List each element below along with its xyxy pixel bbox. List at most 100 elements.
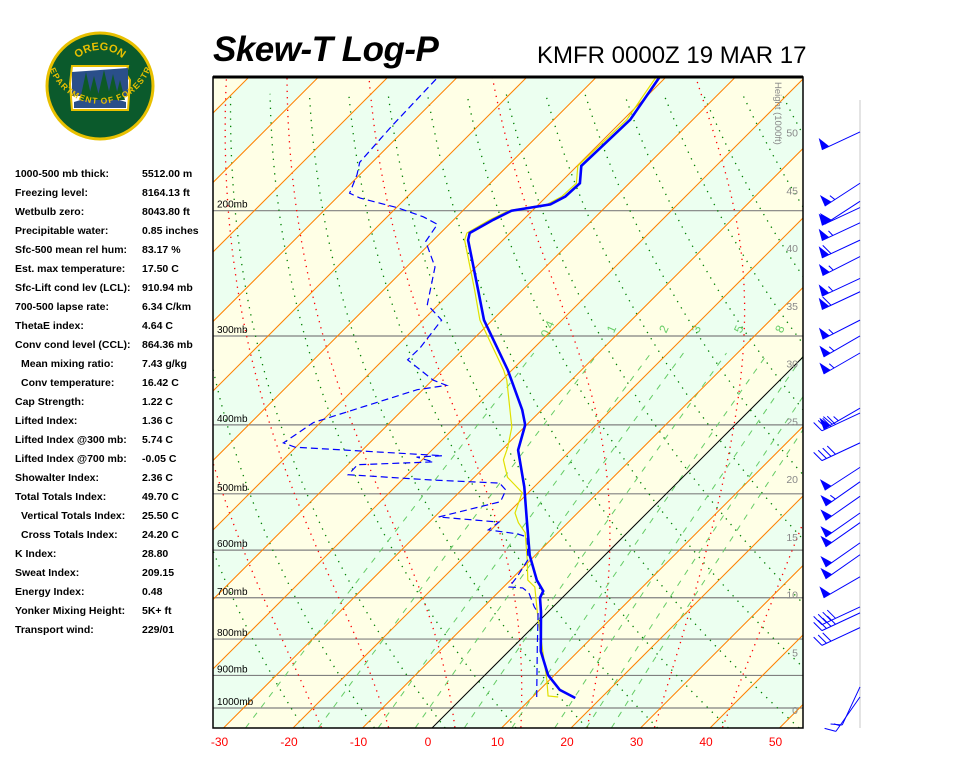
- svg-text:OREGON: OREGON: [72, 41, 127, 61]
- wind-pennant: [820, 526, 833, 538]
- dry-adiabat-line: [269, 93, 517, 728]
- wind-staff: [821, 606, 861, 626]
- pressure-label: 500mb: [217, 483, 248, 494]
- wind-pennant: [819, 586, 831, 598]
- index-value: 17.50 C: [142, 263, 179, 275]
- wind-pennant: [820, 567, 833, 579]
- index-value: 49.70 C: [142, 491, 179, 503]
- wind-full-barb: [813, 616, 823, 626]
- wind-pennant: [820, 556, 833, 567]
- wind-half-barb: [833, 416, 839, 422]
- dewpoint-trace: [282, 77, 539, 698]
- height-tick-label: 30: [786, 359, 798, 371]
- temperature-tick-label: 20: [560, 735, 574, 749]
- logo-top-text: OREGON: [72, 41, 127, 61]
- wind-barb: [818, 256, 861, 277]
- index-row: Lifted Index @300 mb: 5.74 C: [15, 434, 215, 453]
- wind-staff: [825, 522, 861, 548]
- index-label: Cap Strength:: [15, 396, 85, 408]
- isotherm-line: [570, 495, 803, 728]
- index-row: Precipitable water: 0.85 inches: [15, 225, 215, 244]
- index-row: Total Totals Index: 49.70 C: [15, 491, 215, 510]
- index-row: Vertical Totals Index: 25.50 C: [15, 510, 215, 529]
- isotherm-line: [213, 78, 803, 670]
- wind-barb: [820, 495, 861, 521]
- temperature-band: [640, 565, 803, 728]
- mixing-ratio-label: 8: [772, 323, 788, 335]
- wind-staff: [825, 481, 861, 507]
- mixing-ratio-label: 2: [656, 323, 672, 335]
- wind-barb: [813, 606, 861, 626]
- isotherm-line: [292, 217, 803, 728]
- index-row: Lifted Index: 1.36 C: [15, 415, 215, 434]
- index-value: 1.22 C: [142, 396, 173, 408]
- index-value: 25.50 C: [142, 510, 179, 522]
- index-row: Conv temperature: 16.42 C: [15, 377, 215, 396]
- axes-layer: 1000mb 900mb 800mb 700mb 600mb 500mb 400mb 300m…: [211, 75, 861, 749]
- wind-pennant: [820, 509, 833, 521]
- dry-adiabat-line: [821, 94, 960, 728]
- wind-barb: [813, 612, 861, 632]
- wind-pennant: [819, 345, 831, 357]
- index-value: 8164.13 ft: [142, 187, 190, 199]
- wind-staff: [824, 182, 861, 207]
- temperature-tick-label: -20: [280, 735, 298, 749]
- wind-pennant: [818, 138, 830, 150]
- wind-full-barb: [813, 451, 823, 461]
- wind-staff: [821, 291, 861, 310]
- wind-full-barb: [813, 636, 823, 646]
- index-value: 2.36 C: [142, 472, 173, 484]
- tree-icon: [80, 70, 125, 100]
- index-value: 209.15: [142, 567, 175, 579]
- index-label: Precipitable water:: [15, 225, 109, 237]
- dry-adiabat-line: [741, 93, 803, 209]
- wind-full-barb: [817, 619, 827, 629]
- index-label: Showalter Index:: [15, 472, 100, 484]
- isotherm-line: [709, 634, 803, 728]
- height-tick-label: 0: [792, 705, 798, 717]
- index-label: K Index:: [15, 548, 57, 560]
- index-value: 5.74 C: [142, 434, 173, 446]
- index-row: Sfc-Lift cond lev (LCL): 910.94 mb: [15, 282, 215, 301]
- mixing-ratio-line: [554, 355, 803, 728]
- wind-barb: [819, 407, 861, 430]
- wind-pennant: [819, 195, 832, 207]
- wind-half-barb: [828, 346, 835, 352]
- wind-barb: [819, 576, 861, 599]
- temperature-tick-label: 0: [425, 735, 432, 749]
- pressure-label: 400mb: [217, 414, 248, 425]
- index-label: Conv temperature:: [21, 377, 115, 389]
- index-row: Mean mixing ratio: 7.43 g/kg: [15, 358, 215, 377]
- wind-staff: [823, 335, 861, 358]
- height-tick-label: 45: [786, 185, 798, 197]
- height-tick-label: 10: [786, 590, 798, 602]
- wind-pennant: [818, 246, 830, 258]
- index-value: 83.17 %: [142, 244, 181, 256]
- mixing-ratio-line: [610, 428, 803, 728]
- index-row: Transport wind: 229/01: [15, 624, 215, 643]
- pressure-label: 900mb: [217, 664, 248, 675]
- wind-barb: [820, 554, 861, 580]
- wind-barb: [820, 542, 861, 568]
- index-row: 700-500 lapse rate: 6.34 C/km: [15, 301, 215, 320]
- mixing-ratio-line: [414, 352, 684, 728]
- wind-staff: [821, 222, 861, 242]
- index-row: 1000-500 mb thick: 5512.00 m: [15, 168, 215, 187]
- mixing-ratio-line: [585, 395, 803, 728]
- wind-full-barb: [826, 609, 836, 619]
- index-row: ThetaE index: 4.64 C: [15, 320, 215, 339]
- index-value: 0.85 inches: [142, 225, 199, 237]
- wind-pennant: [820, 495, 833, 506]
- dry-adiabat-line: [229, 93, 446, 728]
- index-value: 864.36 mb: [142, 339, 193, 351]
- index-row: Energy Index: 0.48: [15, 586, 215, 605]
- index-value: 16.42 C: [142, 377, 179, 389]
- index-label: Sfc-500 mean rel hum:: [15, 244, 128, 256]
- isotherm-line: [501, 425, 803, 728]
- index-value: 8043.80 ft: [142, 206, 190, 218]
- wind-staff: [821, 442, 861, 462]
- wind-pennant: [818, 228, 830, 241]
- wind-barb: [824, 696, 861, 732]
- station-time-label: KMFR 0000Z 19 MAR 17: [537, 42, 807, 69]
- height-tick-label: 40: [786, 243, 798, 255]
